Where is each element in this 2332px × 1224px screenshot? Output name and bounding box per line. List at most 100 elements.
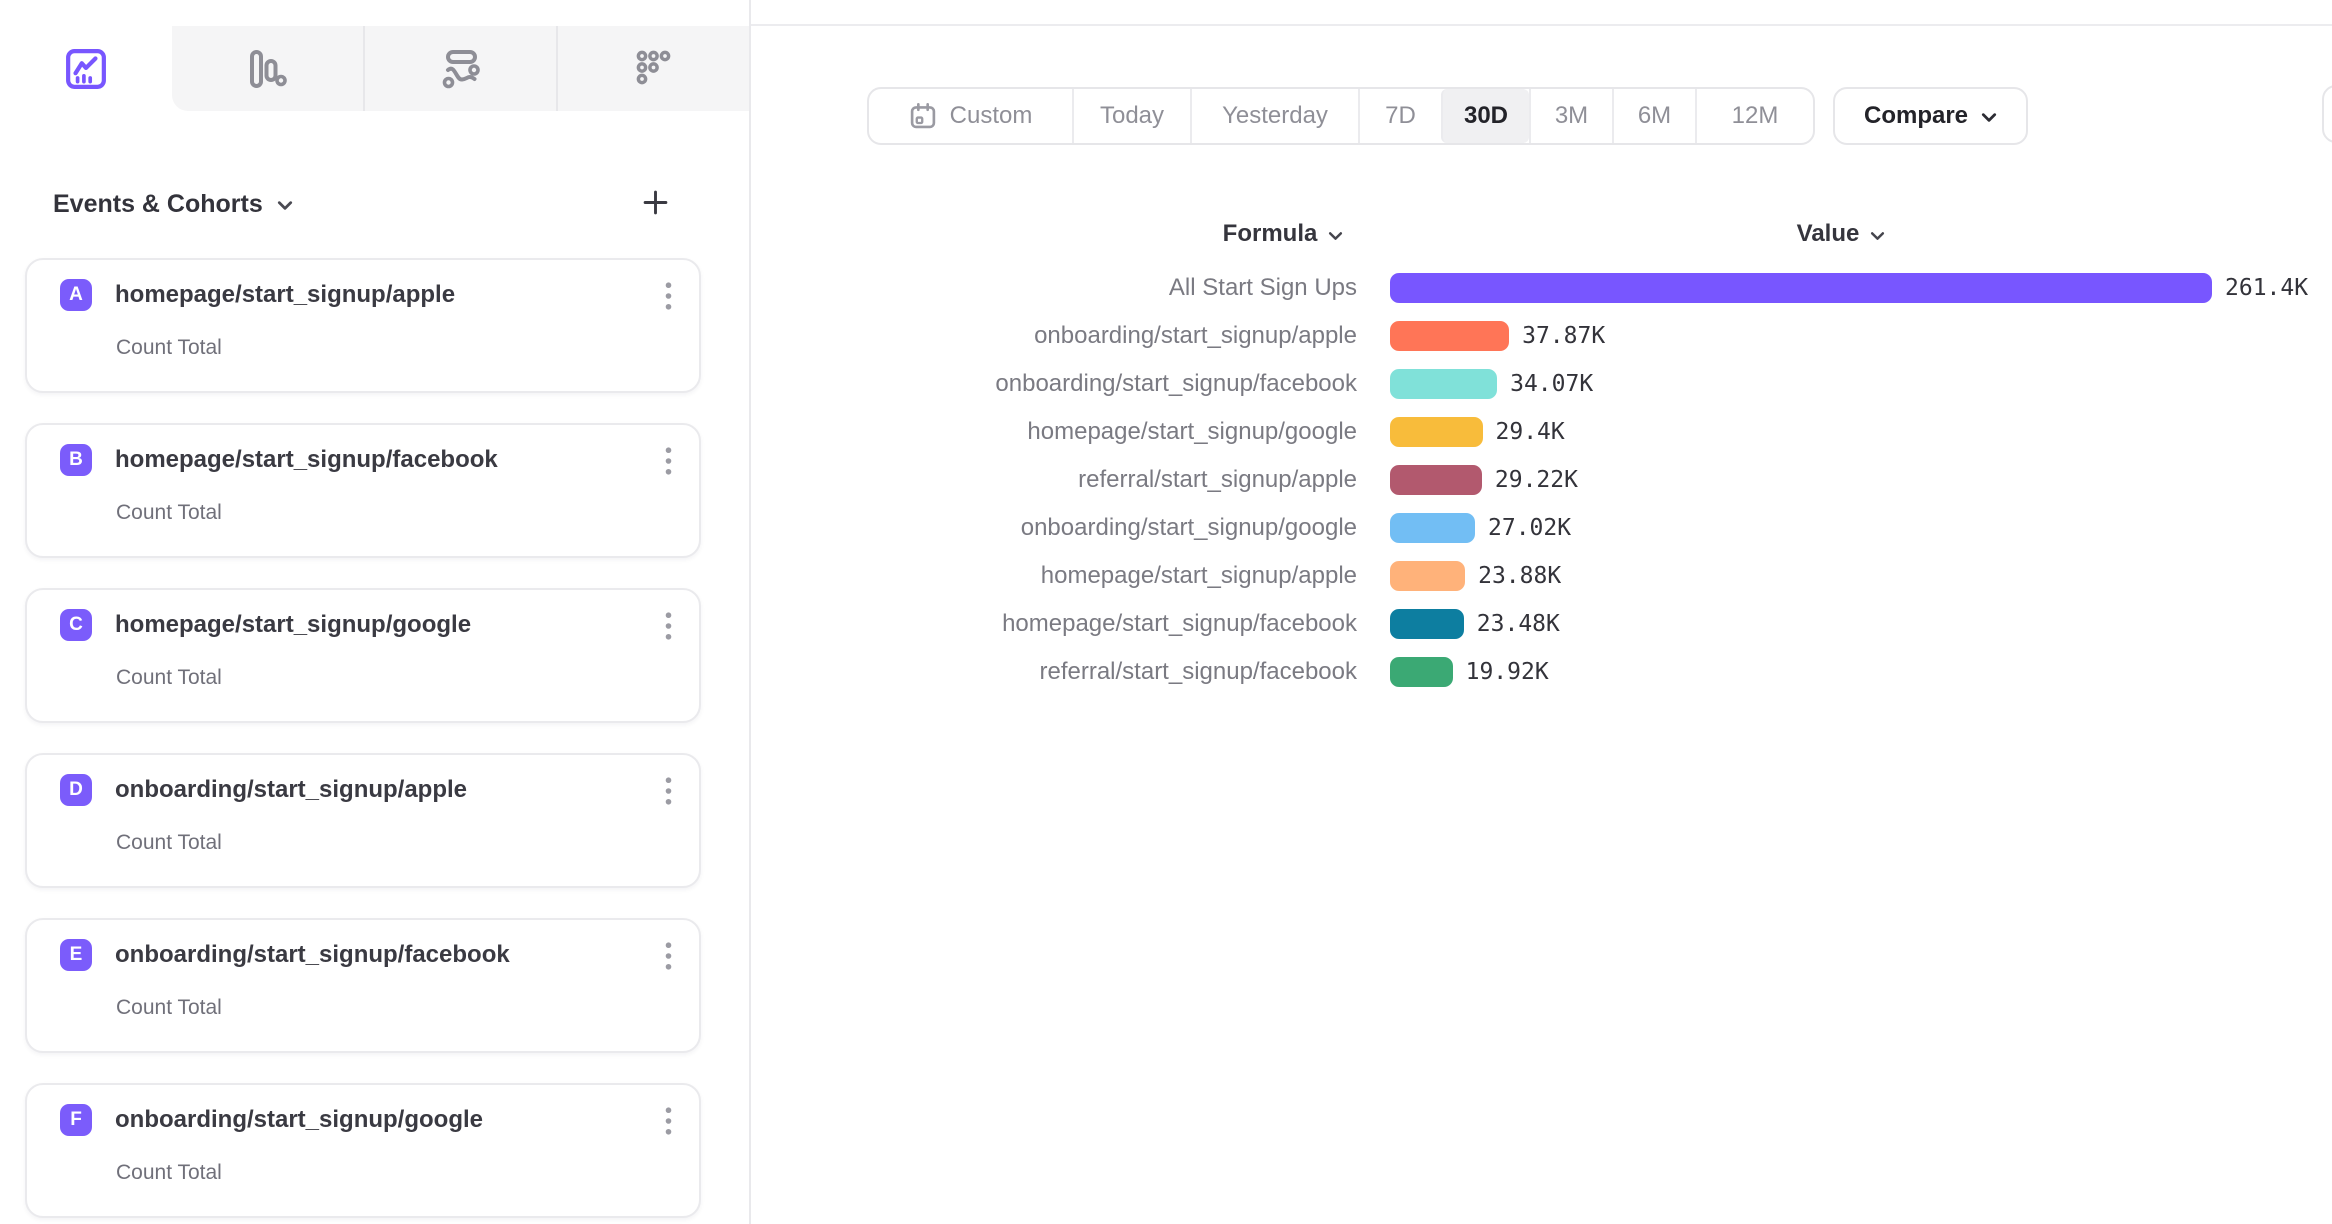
event-badge: E (60, 939, 92, 971)
sidebar: Events & Cohorts A homepage/start_signup… (0, 0, 751, 1224)
event-card[interactable]: E onboarding/start_signup/facebook Count… (25, 918, 701, 1053)
bar[interactable] (1390, 561, 1466, 591)
date-range-option[interactable]: 3M (1529, 89, 1612, 143)
flow-icon (442, 49, 480, 88)
date-range-option[interactable]: 7D (1358, 89, 1441, 143)
chevron-down-icon (277, 201, 292, 210)
event-name: onboarding/start_signup/google (115, 1106, 483, 1133)
formula-column-header[interactable]: Formula (1163, 219, 1403, 249)
kebab-menu-icon[interactable] (657, 1105, 679, 1137)
bar[interactable] (1390, 609, 1464, 639)
top-divider (0, 24, 2332, 26)
line-chart-icon (66, 48, 106, 89)
date-range-option[interactable]: Yesterday (1190, 89, 1358, 143)
series-label[interactable]: homepage/start_signup/facebook (1002, 610, 1357, 637)
bar-value: 27.02K (1488, 515, 1572, 541)
bar[interactable] (1390, 465, 1482, 495)
date-range-option[interactable]: 12M (1695, 89, 1813, 143)
chart-row: All Start Sign Ups 261.4K (900, 273, 2330, 303)
series-label[interactable]: referral/start_signup/facebook (1039, 658, 1357, 685)
event-measure[interactable]: Count Total (116, 1161, 222, 1184)
series-label[interactable]: referral/start_signup/apple (1078, 466, 1357, 493)
event-name: homepage/start_signup/apple (115, 281, 456, 308)
bar-value: 23.48K (1476, 611, 1560, 637)
compare-label: Compare (1863, 102, 1969, 129)
event-badge: F (60, 1104, 92, 1136)
event-name: onboarding/start_signup/apple (115, 776, 468, 803)
event-measure[interactable]: Count Total (116, 336, 222, 359)
event-list: A homepage/start_signup/apple Count Tota… (25, 258, 701, 1224)
formula-header-label: Formula (1222, 220, 1318, 247)
sidebar-header: Events & Cohorts (53, 186, 701, 222)
event-measure[interactable]: Count Total (116, 666, 222, 689)
event-card[interactable]: D onboarding/start_signup/apple Count To… (25, 753, 701, 888)
date-range-option-label: Yesterday (1222, 102, 1328, 129)
bar-value: 29.22K (1494, 467, 1578, 493)
plus-icon (643, 190, 667, 214)
bar-value: 29.4K (1495, 419, 1565, 445)
events-cohorts-title: Events & Cohorts (53, 190, 263, 218)
chart-row: onboarding/start_signup/apple 37.87K (900, 321, 2330, 351)
chart-row: onboarding/start_signup/facebook 34.07K (900, 369, 2330, 399)
value-header-label: Value (1796, 220, 1860, 247)
value-column-header[interactable]: Value (1721, 219, 1961, 249)
event-card[interactable]: A homepage/start_signup/apple Count Tota… (25, 258, 701, 393)
event-name: homepage/start_signup/facebook (115, 446, 498, 473)
kebab-menu-icon[interactable] (657, 445, 679, 477)
event-measure[interactable]: Count Total (116, 831, 222, 854)
bar[interactable] (1390, 273, 2212, 303)
series-label[interactable]: onboarding/start_signup/google (1020, 514, 1357, 541)
date-range-option-label: Today (1099, 102, 1165, 129)
date-range-option[interactable]: Custom (869, 89, 1072, 143)
bar[interactable] (1390, 657, 1453, 687)
main-panel: Custom Today Yesterday (751, 0, 2332, 1224)
date-range-option-label: 12M (1731, 102, 1779, 129)
date-range-option[interactable]: 30D (1441, 89, 1529, 143)
bar-chart-icon (249, 49, 287, 88)
add-event-button[interactable] (637, 184, 673, 220)
bar[interactable] (1390, 369, 1498, 399)
compare-button[interactable]: Compare (1833, 87, 2028, 145)
kebab-menu-icon[interactable] (657, 280, 679, 312)
date-range-option-label: Custom (949, 102, 1033, 129)
inactive-tabs-group (172, 26, 749, 111)
event-card[interactable]: F onboarding/start_signup/google Count T… (25, 1083, 701, 1218)
chevron-down-icon (1981, 113, 1997, 122)
series-label[interactable]: onboarding/start_signup/facebook (995, 370, 1357, 397)
bar[interactable] (1390, 321, 1510, 351)
kebab-menu-icon[interactable] (657, 610, 679, 642)
chart-row: referral/start_signup/apple 29.22K (900, 465, 2330, 495)
date-range-option-label: 6M (1637, 102, 1672, 129)
tab-bar-chart[interactable] (172, 26, 363, 111)
chart-row: homepage/start_signup/google 29.4K (900, 417, 2330, 447)
chart-row: onboarding/start_signup/google 27.02K (900, 513, 2330, 543)
event-card[interactable]: C homepage/start_signup/google Count Tot… (25, 588, 701, 723)
chart-row: homepage/start_signup/facebook 23.48K (900, 609, 2330, 639)
series-label[interactable]: homepage/start_signup/google (1027, 418, 1357, 445)
tab-retention[interactable] (556, 26, 749, 111)
event-card[interactable]: B homepage/start_signup/facebook Count T… (25, 423, 701, 558)
tab-flow[interactable] (363, 26, 556, 111)
series-label[interactable]: onboarding/start_signup/apple (1034, 322, 1357, 349)
event-badge: B (60, 444, 92, 476)
tab-line-chart[interactable] (0, 26, 172, 111)
series-label[interactable]: All Start Sign Ups (1168, 274, 1357, 301)
horizontal-bar-chart: All Start Sign Ups 261.4K onboarding/sta… (900, 273, 2330, 705)
bar-value: 37.87K (1522, 323, 1606, 349)
date-range-option[interactable]: Today (1072, 89, 1190, 143)
event-measure[interactable]: Count Total (116, 501, 222, 524)
event-measure[interactable]: Count Total (116, 996, 222, 1019)
bar[interactable] (1390, 417, 1483, 447)
kebab-menu-icon[interactable] (657, 775, 679, 807)
bar[interactable] (1390, 513, 1475, 543)
kebab-menu-icon[interactable] (657, 940, 679, 972)
bar-value: 261.4K (2225, 275, 2309, 301)
events-cohorts-dropdown[interactable]: Events & Cohorts (53, 186, 293, 222)
event-badge: D (60, 774, 92, 806)
right-edge-partial-button[interactable] (2322, 85, 2332, 143)
series-label[interactable]: homepage/start_signup/apple (1040, 562, 1357, 589)
date-range-option[interactable]: 6M (1612, 89, 1695, 143)
event-name: homepage/start_signup/google (115, 611, 472, 638)
bar-value: 23.88K (1478, 563, 1562, 589)
